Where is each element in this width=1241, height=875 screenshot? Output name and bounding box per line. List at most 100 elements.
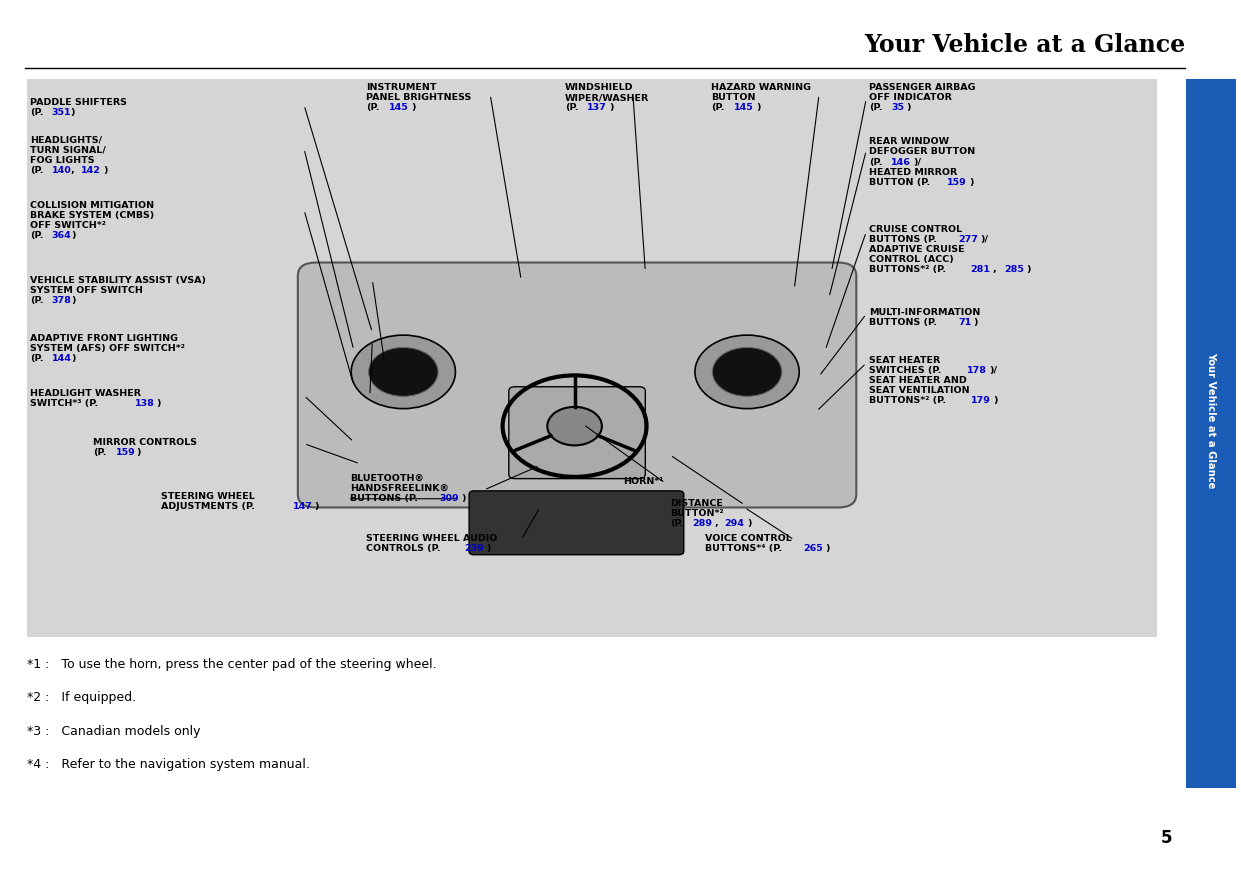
Text: ): ) bbox=[72, 296, 76, 304]
Text: BLUETOOTH®: BLUETOOTH® bbox=[350, 474, 424, 483]
Text: ): ) bbox=[72, 354, 76, 363]
Text: ): ) bbox=[486, 544, 491, 553]
Text: 147: 147 bbox=[293, 502, 313, 511]
Text: 159: 159 bbox=[947, 178, 967, 186]
Circle shape bbox=[351, 335, 455, 409]
Text: SYSTEM OFF SWITCH: SYSTEM OFF SWITCH bbox=[30, 285, 143, 295]
Text: ): ) bbox=[973, 318, 978, 327]
Text: BUTTONS (P.: BUTTONS (P. bbox=[869, 318, 937, 327]
Text: CONTROLS (P.: CONTROLS (P. bbox=[366, 544, 441, 553]
Text: CRUISE CONTROL: CRUISE CONTROL bbox=[869, 225, 962, 234]
Text: (P.: (P. bbox=[670, 519, 684, 528]
Bar bbox=[1186, 79, 1236, 788]
Circle shape bbox=[547, 407, 602, 445]
Text: )/: )/ bbox=[913, 158, 921, 166]
Text: ): ) bbox=[1026, 265, 1031, 274]
Text: Your Vehicle at a Glance: Your Vehicle at a Glance bbox=[864, 33, 1185, 57]
Text: *4 :   Refer to the navigation system manual.: *4 : Refer to the navigation system manu… bbox=[27, 758, 310, 771]
Text: 159: 159 bbox=[117, 448, 135, 457]
Text: ): ) bbox=[314, 502, 319, 511]
Text: ): ) bbox=[462, 494, 467, 503]
Text: 178: 178 bbox=[967, 366, 987, 375]
Text: MULTI-INFORMATION: MULTI-INFORMATION bbox=[869, 308, 980, 317]
Text: (P.: (P. bbox=[869, 158, 882, 166]
Text: 5: 5 bbox=[1160, 829, 1173, 847]
Text: *3 :   Canadian models only: *3 : Canadian models only bbox=[27, 724, 201, 738]
Text: ADAPTIVE FRONT LIGHTING: ADAPTIVE FRONT LIGHTING bbox=[30, 334, 177, 343]
FancyBboxPatch shape bbox=[469, 491, 684, 555]
Text: INSTRUMENT: INSTRUMENT bbox=[366, 83, 437, 92]
Text: PASSENGER AIRBAG: PASSENGER AIRBAG bbox=[869, 83, 975, 92]
Text: SYSTEM (AFS) OFF SWITCH*²: SYSTEM (AFS) OFF SWITCH*² bbox=[30, 344, 185, 354]
Text: ): ) bbox=[609, 103, 614, 112]
Text: 144: 144 bbox=[51, 354, 72, 363]
Text: MIRROR CONTROLS: MIRROR CONTROLS bbox=[93, 438, 197, 446]
Text: BUTTONS*⁴ (P.: BUTTONS*⁴ (P. bbox=[705, 544, 782, 553]
Text: 146: 146 bbox=[891, 158, 911, 166]
Text: (P.: (P. bbox=[711, 103, 725, 112]
Circle shape bbox=[695, 335, 799, 409]
Text: BRAKE SYSTEM (CMBS): BRAKE SYSTEM (CMBS) bbox=[30, 211, 154, 220]
Text: BUTTONS*² (P.: BUTTONS*² (P. bbox=[869, 265, 946, 274]
Text: 309: 309 bbox=[439, 494, 459, 503]
Text: STEERING WHEEL: STEERING WHEEL bbox=[161, 492, 256, 500]
Text: ): ) bbox=[137, 448, 141, 457]
Text: ,: , bbox=[715, 519, 722, 528]
Text: HEADLIGHT WASHER: HEADLIGHT WASHER bbox=[30, 388, 140, 397]
Circle shape bbox=[369, 347, 438, 396]
Text: (P.: (P. bbox=[30, 354, 43, 363]
Text: Your Vehicle at a Glance: Your Vehicle at a Glance bbox=[1206, 352, 1216, 488]
Text: (P.: (P. bbox=[30, 166, 43, 175]
Text: OFF SWITCH*²: OFF SWITCH*² bbox=[30, 221, 105, 230]
Text: (P.: (P. bbox=[30, 108, 43, 117]
Text: DEFOGGER BUTTON: DEFOGGER BUTTON bbox=[869, 148, 975, 157]
Text: ADJUSTMENTS (P.: ADJUSTMENTS (P. bbox=[161, 502, 256, 511]
Text: (P.: (P. bbox=[93, 448, 107, 457]
Text: BUTTONS (P.: BUTTONS (P. bbox=[869, 234, 937, 244]
Text: ): ) bbox=[69, 108, 74, 117]
Text: *2 :   If equipped.: *2 : If equipped. bbox=[27, 691, 137, 704]
Text: 351: 351 bbox=[51, 108, 71, 117]
Text: HEATED MIRROR: HEATED MIRROR bbox=[869, 168, 957, 177]
Text: ): ) bbox=[969, 178, 974, 186]
Text: ,: , bbox=[993, 265, 1000, 274]
Text: *1 :   To use the horn, press the center pad of the steering wheel.: *1 : To use the horn, press the center p… bbox=[27, 658, 437, 671]
Text: (P.: (P. bbox=[30, 296, 43, 304]
Text: 281: 281 bbox=[970, 265, 990, 274]
Text: ): ) bbox=[747, 519, 752, 528]
Text: 239: 239 bbox=[464, 544, 484, 553]
Text: BUTTONS (P.: BUTTONS (P. bbox=[350, 494, 418, 503]
Text: VOICE CONTROL: VOICE CONTROL bbox=[705, 534, 792, 542]
Text: (P.: (P. bbox=[30, 231, 43, 241]
Text: CONTROL (ACC): CONTROL (ACC) bbox=[869, 255, 953, 264]
Text: 145: 145 bbox=[388, 103, 408, 112]
Text: 265: 265 bbox=[803, 544, 823, 553]
Text: SWITCHES (P.: SWITCHES (P. bbox=[869, 366, 941, 375]
Text: 142: 142 bbox=[81, 166, 101, 175]
Text: )/: )/ bbox=[989, 366, 997, 375]
Text: DISTANCE: DISTANCE bbox=[670, 499, 724, 507]
Text: 364: 364 bbox=[51, 231, 71, 241]
Text: ): ) bbox=[156, 398, 161, 408]
Text: SEAT VENTILATION: SEAT VENTILATION bbox=[869, 387, 969, 396]
Circle shape bbox=[712, 347, 782, 396]
Text: REAR WINDOW: REAR WINDOW bbox=[869, 137, 949, 146]
Bar bbox=[27, 79, 1157, 637]
Text: ): ) bbox=[411, 103, 416, 112]
Text: (P.: (P. bbox=[869, 103, 882, 112]
Text: (P.: (P. bbox=[565, 103, 578, 112]
Text: OFF INDICATOR: OFF INDICATOR bbox=[869, 93, 952, 102]
Text: HANDSFREELINK®: HANDSFREELINK® bbox=[350, 485, 449, 493]
Text: ,: , bbox=[72, 166, 78, 175]
Text: 285: 285 bbox=[1004, 265, 1024, 274]
Text: VEHICLE STABILITY ASSIST (VSA): VEHICLE STABILITY ASSIST (VSA) bbox=[30, 276, 206, 284]
Text: HEADLIGHTS/: HEADLIGHTS/ bbox=[30, 136, 102, 144]
Text: FOG LIGHTS: FOG LIGHTS bbox=[30, 156, 94, 164]
Text: BUTTON*²: BUTTON*² bbox=[670, 509, 724, 518]
Text: 35: 35 bbox=[891, 103, 903, 112]
Text: ): ) bbox=[756, 103, 761, 112]
Text: 140: 140 bbox=[51, 166, 71, 175]
Text: BUTTONS*² (P.: BUTTONS*² (P. bbox=[869, 396, 946, 405]
Text: )/: )/ bbox=[980, 234, 988, 244]
Text: 289: 289 bbox=[692, 519, 712, 528]
